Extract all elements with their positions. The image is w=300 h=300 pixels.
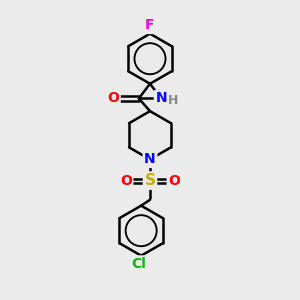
Text: N: N xyxy=(144,152,156,167)
Text: H: H xyxy=(168,94,179,107)
Text: O: O xyxy=(120,174,132,188)
Text: Cl: Cl xyxy=(131,257,146,271)
Text: F: F xyxy=(145,19,155,32)
Text: S: S xyxy=(145,173,155,188)
Text: N: N xyxy=(155,92,167,106)
Text: O: O xyxy=(107,92,119,106)
Text: O: O xyxy=(168,174,180,188)
